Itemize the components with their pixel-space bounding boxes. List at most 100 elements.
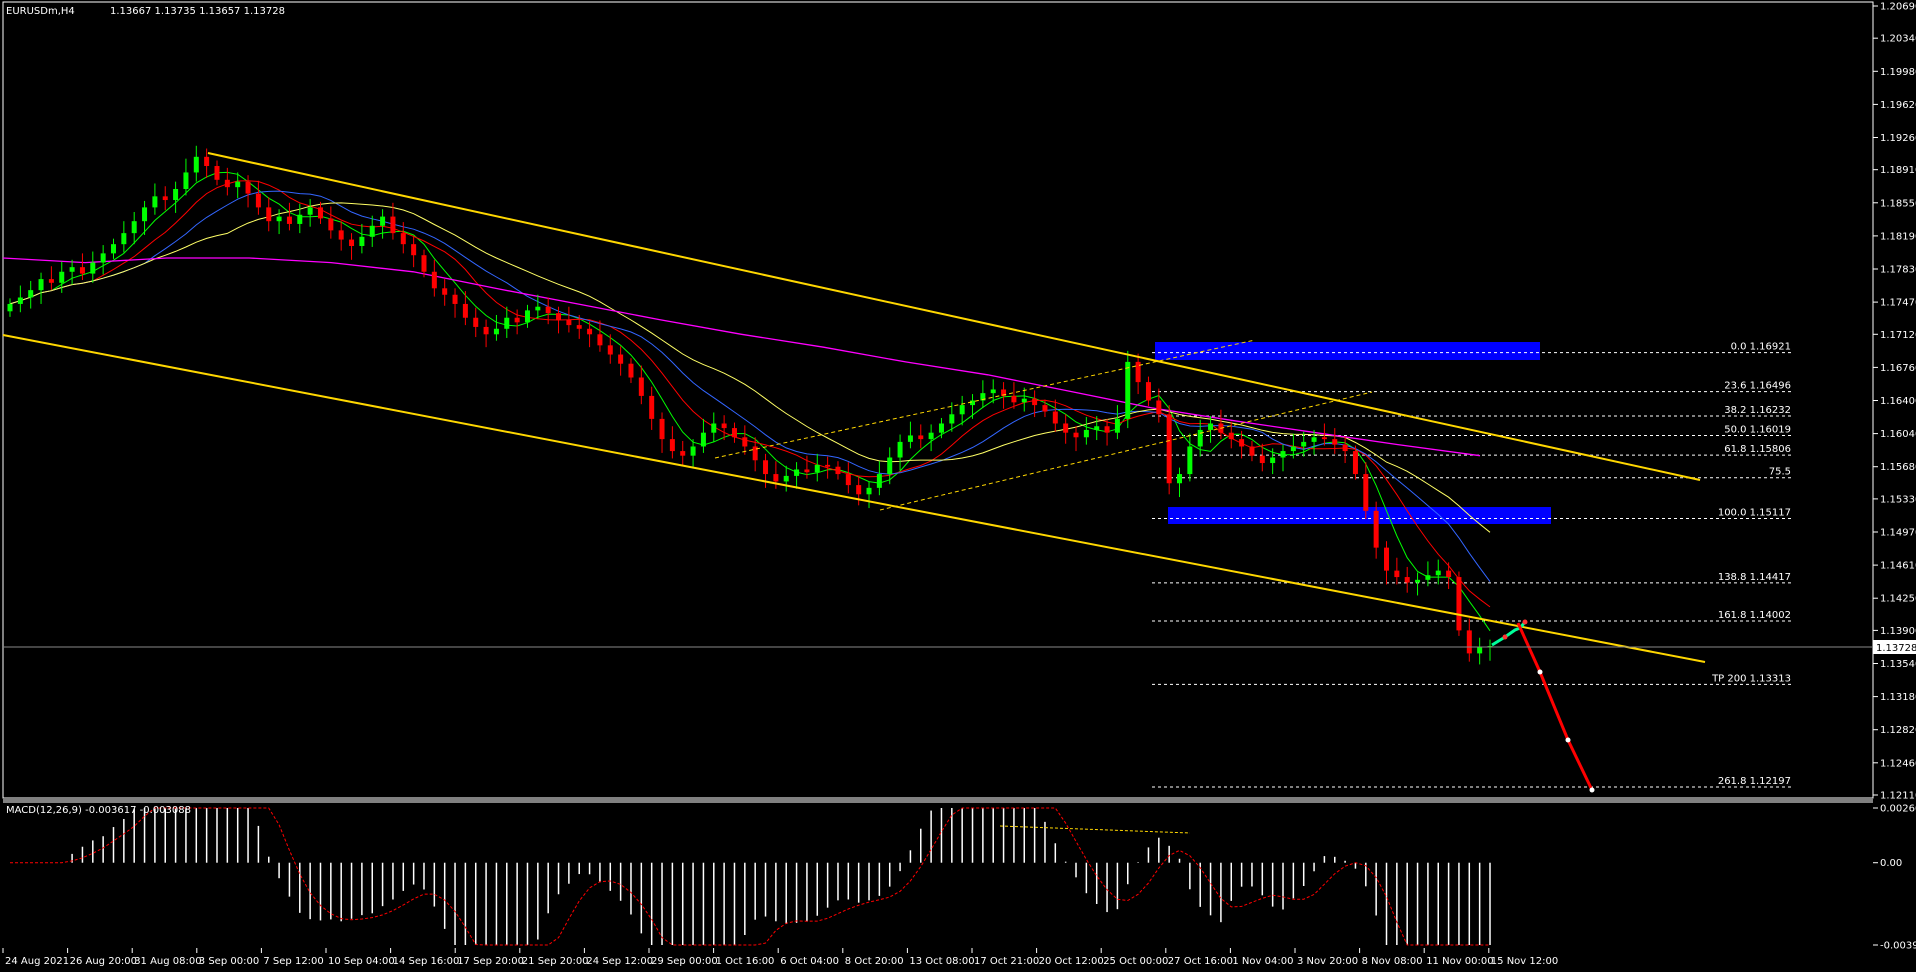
channel-upper-line[interactable]	[207, 152, 1701, 481]
time-tick-label: 27 Oct 16:00	[1168, 956, 1233, 967]
candle-body	[286, 216, 292, 224]
price-tick-label: 1.12110	[1880, 791, 1916, 802]
time-tick-label: 24 Sep 12:00	[586, 956, 653, 967]
candle-body	[390, 216, 396, 234]
candle-body	[142, 207, 148, 222]
candle-body	[804, 469, 810, 473]
price-tick-label: 1.19260	[1880, 133, 1916, 144]
wedge-upper-dashed[interactable]	[714, 339, 1256, 459]
price-tick-label: 1.16040	[1880, 429, 1916, 440]
candle-body	[1249, 446, 1255, 456]
time-tick-label: 26 Aug 20:00	[70, 956, 137, 967]
candle-body	[1104, 426, 1110, 433]
candle-body	[48, 279, 54, 283]
projection-node	[1502, 634, 1508, 640]
candle-body	[794, 469, 800, 476]
price-tick-label: 1.14970	[1880, 528, 1916, 539]
candle-body	[276, 216, 282, 222]
moving-averages	[2, 171, 1491, 632]
candle-body	[576, 325, 582, 329]
candle-body	[1052, 411, 1058, 424]
macd-divergence-line[interactable]	[999, 825, 1191, 834]
candle-body	[400, 233, 406, 245]
candle-body	[618, 354, 624, 364]
candle-body	[980, 393, 986, 401]
candle-body	[38, 279, 44, 291]
candles	[7, 145, 1493, 665]
wedge-lower-dashed[interactable]	[879, 391, 1373, 511]
candle-body	[1477, 646, 1483, 654]
candle-body	[452, 294, 458, 304]
macd-panel: 0.002602 0.00 -0.003913	[10, 804, 1916, 952]
ma-fast-line	[9, 171, 1491, 632]
price-axis: 1.20690 1.20340 1.19980 1.19620 1.19260 1.189…	[1873, 2, 1916, 802]
price-tick-label: 1.18190	[1880, 231, 1916, 242]
candle-body	[680, 451, 686, 456]
channel-lower-line[interactable]	[2, 334, 1706, 663]
candle-body	[1404, 577, 1410, 583]
time-tick-label: 17 Oct 21:00	[974, 956, 1039, 967]
candle-body	[556, 313, 562, 320]
price-tick-label: 1.13900	[1880, 626, 1916, 637]
ma-200-line	[2, 257, 1481, 457]
candle-body	[763, 460, 769, 475]
macd-tick-label: -0.003913	[1880, 941, 1916, 952]
fib-level-label: 61.8 1.15806	[1724, 444, 1791, 455]
projection-up-leg[interactable]	[1491, 621, 1527, 647]
price-tick-label: 1.12460	[1880, 758, 1916, 769]
candle-body	[1094, 426, 1100, 430]
candle-body	[1021, 398, 1027, 403]
candle-body	[1466, 630, 1472, 654]
candle-body	[79, 267, 85, 274]
trend-lines[interactable]	[2, 152, 1706, 663]
candle-body	[1415, 579, 1421, 583]
fib-zone-lower[interactable]	[1168, 507, 1551, 524]
candle-body	[669, 439, 675, 452]
candle-body	[566, 319, 572, 326]
time-tick-label: 14 Sep 16:00	[393, 956, 460, 967]
candle-body	[317, 207, 323, 219]
candle-body	[411, 244, 417, 256]
ma-slow-line	[9, 190, 1491, 582]
fib-zone-upper[interactable]	[1155, 342, 1540, 360]
candle-body	[59, 271, 65, 283]
candle-body	[131, 221, 137, 234]
candle-body	[1001, 389, 1007, 396]
candle-body	[773, 474, 779, 482]
candle-body	[255, 193, 261, 208]
candle-body	[835, 466, 841, 475]
candle-body	[990, 389, 996, 394]
fib-level-label: 100.0 1.15117	[1718, 507, 1791, 518]
candle-body	[1114, 418, 1120, 433]
price-tick-label: 1.19980	[1880, 67, 1916, 78]
candle-body	[638, 377, 644, 396]
candle-body	[814, 464, 820, 473]
candle-body	[235, 181, 241, 188]
candle-body	[1270, 457, 1276, 464]
candle-body	[742, 437, 748, 447]
time-tick-label: 3 Sep 00:00	[199, 956, 259, 967]
candle-body	[1125, 361, 1131, 419]
candle-body	[1208, 423, 1214, 430]
price-tick-label: 1.17120	[1880, 330, 1916, 341]
price-tick-label: 1.16760	[1880, 363, 1916, 374]
candle-body	[700, 432, 706, 447]
fib-zones	[1155, 342, 1551, 524]
projection-node	[1589, 787, 1595, 793]
projection-node	[1565, 737, 1571, 743]
candle-body	[959, 405, 965, 415]
candle-body	[442, 288, 448, 295]
fib-level-label: 138.8 1.14417	[1718, 572, 1791, 583]
candle-body	[1352, 451, 1358, 475]
candle-body	[1290, 446, 1296, 452]
candle-body	[1280, 451, 1286, 458]
time-tick-label: 25 Oct 00:00	[1103, 956, 1168, 967]
price-tick-label: 1.12820	[1880, 725, 1916, 736]
candle-body	[504, 317, 510, 329]
price-tick-label: 1.13540	[1880, 659, 1916, 670]
fib-level-label: 0.0 1.16921	[1731, 342, 1791, 353]
main-plot-frame	[2, 1, 1874, 799]
candle-body	[214, 166, 220, 180]
candle-body	[1156, 400, 1162, 415]
